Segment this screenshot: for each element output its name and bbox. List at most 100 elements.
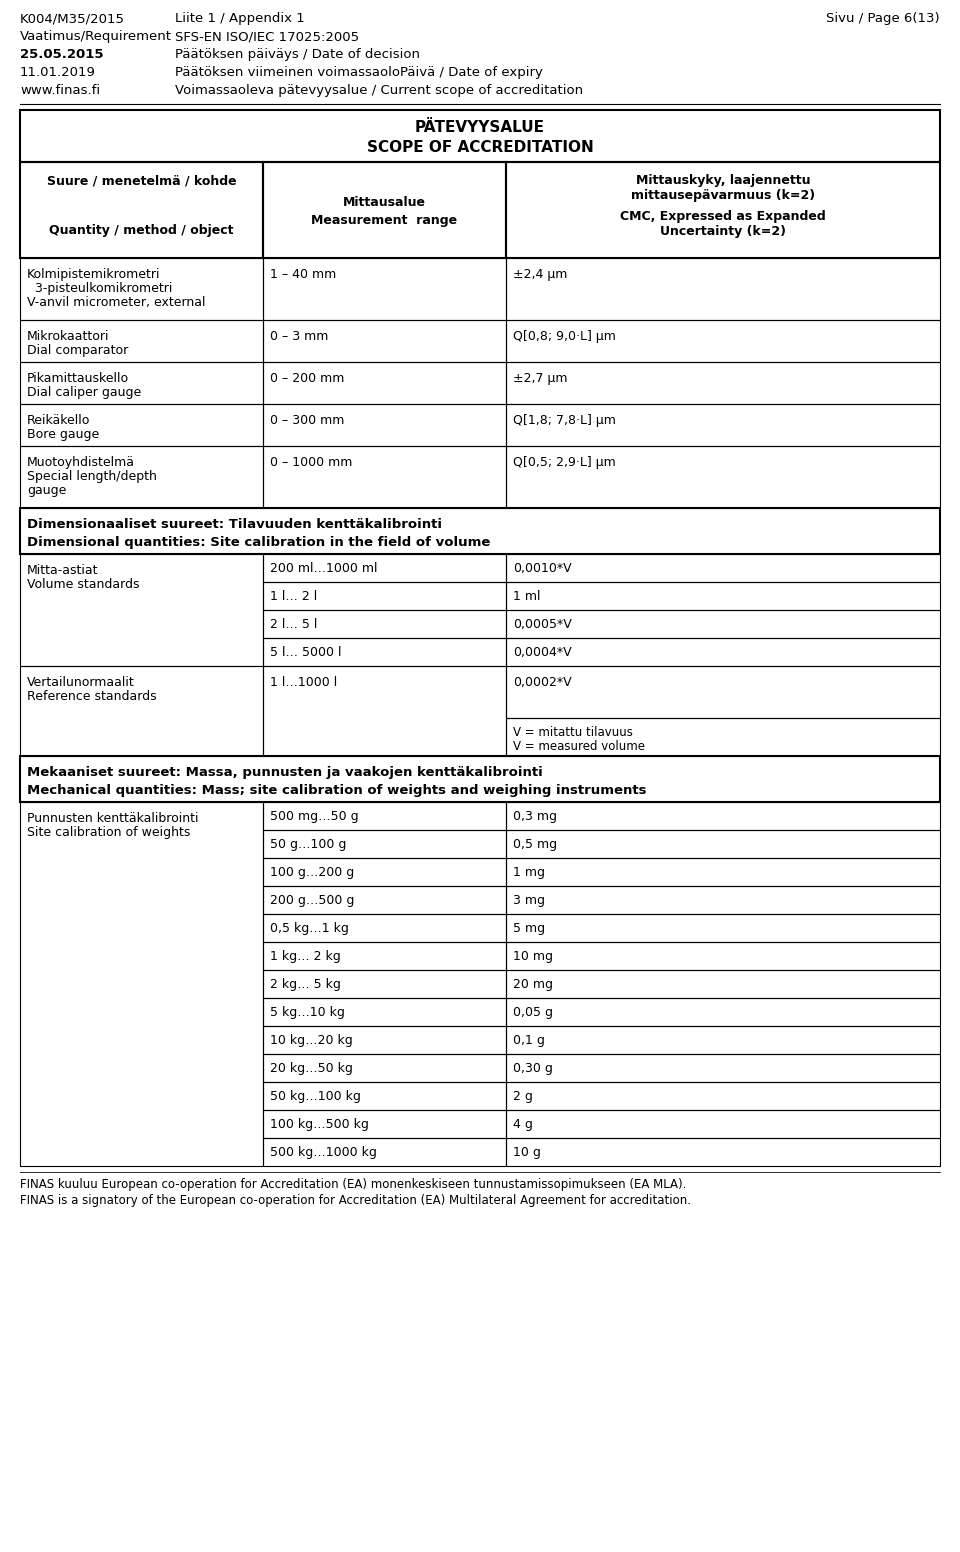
Text: 5 kg…10 kg: 5 kg…10 kg bbox=[270, 1006, 345, 1020]
Text: Sivu / Page 6(13): Sivu / Page 6(13) bbox=[827, 12, 940, 25]
Text: www.finas.fi: www.finas.fi bbox=[20, 84, 100, 96]
Text: 4 g: 4 g bbox=[513, 1117, 533, 1131]
Text: Mittausalue: Mittausalue bbox=[343, 196, 426, 210]
Text: 0,0002*V: 0,0002*V bbox=[513, 677, 571, 689]
Text: PÄTEVYYSALUE: PÄTEVYYSALUE bbox=[415, 120, 545, 135]
Bar bbox=[506, 886, 940, 914]
Bar bbox=[20, 802, 263, 1166]
Bar bbox=[263, 582, 506, 610]
Text: Dial caliper gauge: Dial caliper gauge bbox=[27, 386, 141, 399]
Text: 0,5 kg…1 kg: 0,5 kg…1 kg bbox=[270, 922, 348, 934]
Text: 200 ml…1000 ml: 200 ml…1000 ml bbox=[270, 562, 377, 574]
Bar bbox=[263, 1054, 506, 1082]
Text: 3 mg: 3 mg bbox=[513, 894, 545, 906]
Text: Reikäkello: Reikäkello bbox=[27, 414, 90, 427]
Text: Voimassaoleva pätevyysalue / Current scope of accreditation: Voimassaoleva pätevyysalue / Current sco… bbox=[175, 84, 583, 96]
Bar bbox=[263, 554, 506, 582]
Text: 1 mg: 1 mg bbox=[513, 866, 545, 878]
Text: 0,0004*V: 0,0004*V bbox=[513, 646, 571, 660]
Bar bbox=[263, 830, 506, 858]
Text: 0,5 mg: 0,5 mg bbox=[513, 838, 557, 850]
Bar bbox=[263, 942, 506, 970]
Text: V = mitattu tilavuus: V = mitattu tilavuus bbox=[513, 726, 633, 739]
Text: Bore gauge: Bore gauge bbox=[27, 428, 99, 441]
Text: 1 l…1000 l: 1 l…1000 l bbox=[270, 677, 337, 689]
Bar bbox=[506, 942, 940, 970]
Text: Reference standards: Reference standards bbox=[27, 691, 156, 703]
Text: 100 g…200 g: 100 g…200 g bbox=[270, 866, 354, 878]
Text: 0,30 g: 0,30 g bbox=[513, 1062, 553, 1076]
Text: Q[0,5; 2,9·L] μm: Q[0,5; 2,9·L] μm bbox=[513, 456, 615, 469]
Bar bbox=[506, 582, 940, 610]
Bar bbox=[506, 1026, 940, 1054]
Bar bbox=[263, 1138, 506, 1166]
Text: 5 mg: 5 mg bbox=[513, 922, 545, 934]
Bar bbox=[20, 320, 263, 362]
Text: Mittauskyky, laajennettu: Mittauskyky, laajennettu bbox=[636, 174, 810, 186]
Text: 1 – 40 mm: 1 – 40 mm bbox=[270, 268, 336, 281]
Text: Quantity / method / object: Quantity / method / object bbox=[49, 223, 233, 237]
Text: Measurement  range: Measurement range bbox=[311, 214, 458, 227]
Text: 1 ml: 1 ml bbox=[513, 590, 540, 604]
Bar bbox=[263, 445, 506, 508]
Bar bbox=[20, 445, 263, 508]
Text: 2 g: 2 g bbox=[513, 1090, 533, 1103]
Text: Vertailunormaalit: Vertailunormaalit bbox=[27, 677, 134, 689]
Bar bbox=[263, 970, 506, 998]
Text: 500 kg…1000 kg: 500 kg…1000 kg bbox=[270, 1145, 377, 1159]
Bar bbox=[506, 1138, 940, 1166]
Bar bbox=[506, 802, 940, 830]
Text: Mikrokaattori: Mikrokaattori bbox=[27, 331, 109, 343]
Bar bbox=[263, 886, 506, 914]
Text: Muotoyhdistelmä: Muotoyhdistelmä bbox=[27, 456, 135, 469]
Bar bbox=[263, 666, 506, 756]
Text: Dial comparator: Dial comparator bbox=[27, 345, 129, 357]
Bar bbox=[506, 914, 940, 942]
Bar bbox=[506, 445, 940, 508]
Text: SFS-EN ISO/IEC 17025:2005: SFS-EN ISO/IEC 17025:2005 bbox=[175, 29, 359, 43]
Text: 20 mg: 20 mg bbox=[513, 978, 553, 992]
Text: Uncertainty (k=2): Uncertainty (k=2) bbox=[660, 225, 786, 237]
Bar bbox=[263, 998, 506, 1026]
Bar bbox=[263, 914, 506, 942]
Text: 0,0005*V: 0,0005*V bbox=[513, 618, 572, 632]
Bar bbox=[506, 666, 940, 719]
Bar bbox=[20, 666, 263, 756]
Text: 10 mg: 10 mg bbox=[513, 950, 553, 962]
Bar bbox=[506, 1110, 940, 1138]
Bar bbox=[263, 362, 506, 404]
Text: Mekaaniset suureet: Massa, punnusten ja vaakojen kenttäkalibrointi: Mekaaniset suureet: Massa, punnusten ja … bbox=[27, 767, 542, 779]
Bar bbox=[263, 258, 506, 320]
Bar bbox=[506, 858, 940, 886]
Bar bbox=[506, 554, 940, 582]
Text: Dimensional quantities: Site calibration in the field of volume: Dimensional quantities: Site calibration… bbox=[27, 535, 491, 549]
Text: 25.05.2015: 25.05.2015 bbox=[20, 48, 104, 61]
Text: Vaatimus/Requirement: Vaatimus/Requirement bbox=[20, 29, 172, 43]
Text: gauge: gauge bbox=[27, 484, 66, 497]
Text: 20 kg…50 kg: 20 kg…50 kg bbox=[270, 1062, 353, 1076]
Text: ±2,4 μm: ±2,4 μm bbox=[513, 268, 567, 281]
Bar bbox=[506, 161, 940, 258]
Text: Q[0,8; 9,0·L] μm: Q[0,8; 9,0·L] μm bbox=[513, 331, 616, 343]
Text: 2 l… 5 l: 2 l… 5 l bbox=[270, 618, 318, 632]
Bar bbox=[20, 110, 940, 161]
Text: Kolmipistemikrometri: Kolmipistemikrometri bbox=[27, 268, 160, 281]
Bar bbox=[506, 610, 940, 638]
Bar bbox=[263, 1026, 506, 1054]
Text: 50 kg…100 kg: 50 kg…100 kg bbox=[270, 1090, 361, 1103]
Text: 0,3 mg: 0,3 mg bbox=[513, 810, 557, 823]
Bar bbox=[20, 362, 263, 404]
Text: 0 – 1000 mm: 0 – 1000 mm bbox=[270, 456, 352, 469]
Text: Site calibration of weights: Site calibration of weights bbox=[27, 826, 190, 840]
Text: CMC, Expressed as Expanded: CMC, Expressed as Expanded bbox=[620, 210, 826, 223]
Bar bbox=[506, 830, 940, 858]
Bar bbox=[506, 404, 940, 445]
Bar bbox=[506, 1054, 940, 1082]
Bar bbox=[263, 1110, 506, 1138]
Text: Volume standards: Volume standards bbox=[27, 577, 139, 591]
Text: Special length/depth: Special length/depth bbox=[27, 470, 156, 483]
Text: Suure / menetelmä / kohde: Suure / menetelmä / kohde bbox=[47, 174, 236, 186]
Text: Mitta-astiat: Mitta-astiat bbox=[27, 563, 99, 577]
Bar bbox=[263, 1082, 506, 1110]
Bar bbox=[506, 638, 940, 666]
